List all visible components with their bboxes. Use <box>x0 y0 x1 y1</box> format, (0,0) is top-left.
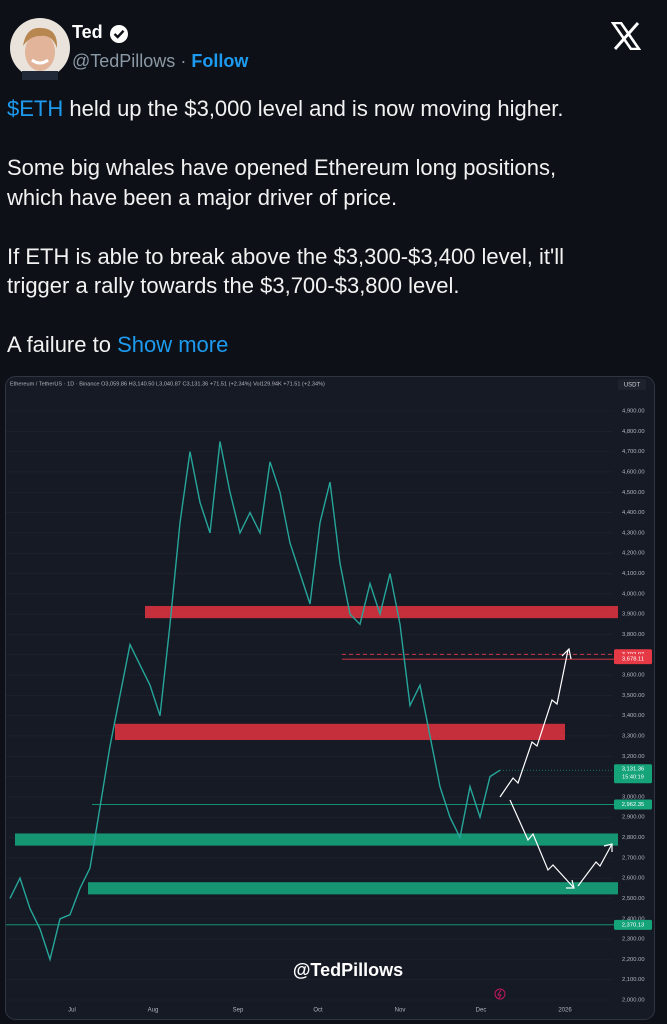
y-tick-label: 4,500.00 <box>622 490 645 496</box>
follow-button[interactable]: Follow <box>191 51 249 71</box>
y-tick-label: 4,000.00 <box>622 591 645 597</box>
price-tag <box>614 799 652 810</box>
text-line: trigger a rally towards the $3,700-$3,80… <box>7 271 564 301</box>
x-logo[interactable] <box>611 22 641 50</box>
current-price-tag <box>614 764 652 784</box>
link[interactable]: $ETH <box>7 96 64 121</box>
text-span: trigger a rally towards the $3,700-$3,80… <box>7 273 460 298</box>
unit-box <box>618 379 646 390</box>
x-tick-label: 2026 <box>558 1008 572 1014</box>
text-line: which have been a major driver of price. <box>7 183 564 213</box>
x-tick-label: Sep <box>233 1008 244 1014</box>
watermark: @TedPillows <box>293 960 403 980</box>
chart-frame <box>5 376 655 1020</box>
y-tick-label: 2,300.00 <box>622 937 645 943</box>
current-price-time: 15:40:19 <box>622 775 644 781</box>
y-tick-label: 4,900.00 <box>622 409 645 415</box>
text-span: which have been a major driver of price. <box>7 184 398 210</box>
zone <box>15 833 618 846</box>
tweet-text: $ETH held up the $3,000 level and is now… <box>7 94 564 360</box>
price-tag <box>614 654 652 665</box>
y-tick-label: 2,400.00 <box>622 916 645 922</box>
y-tick-label: 4,600.00 <box>622 469 645 475</box>
x-tick-label: Dec <box>476 1008 487 1014</box>
y-tick-label: 3,400.00 <box>622 713 645 719</box>
y-tick-label: 3,300.00 <box>622 733 645 739</box>
link[interactable]: Show more <box>110 332 229 357</box>
price-tag-label: 2,370.13 <box>622 922 645 928</box>
x-tick-label: Aug <box>148 1008 159 1014</box>
price-tag-label: 2,962.35 <box>622 802 645 808</box>
x-tick-label: Jul <box>68 1008 76 1014</box>
x-tick-label: Oct <box>313 1008 323 1014</box>
price-line <box>9 441 501 962</box>
y-tick-label: 3,500.00 <box>622 693 645 699</box>
y-tick-label: 4,200.00 <box>622 551 645 557</box>
zone <box>115 723 565 741</box>
y-tick-label: 4,100.00 <box>622 571 645 577</box>
text-span: If ETH is able to break above the $3,300… <box>7 243 564 269</box>
y-tick-label: 2,800.00 <box>622 835 645 841</box>
price-tag <box>614 919 652 930</box>
text-line: Some big whales have opened Ethereum lon… <box>7 153 564 183</box>
y-tick-label: 2,900.00 <box>622 815 645 821</box>
text-line: $ETH held up the $3,000 level and is now… <box>7 94 564 124</box>
y-tick-label: 4,300.00 <box>622 530 645 536</box>
y-tick-label: 3,800.00 <box>622 632 645 638</box>
y-tick-label: 2,700.00 <box>622 855 645 861</box>
y-tick-label: 2,200.00 <box>622 957 645 963</box>
text-span: A failure to <box>7 332 111 357</box>
y-tick-label: 2,000.00 <box>622 998 645 1004</box>
y-tick-label: 3,600.00 <box>622 673 645 679</box>
y-tick-label: 4,400.00 <box>622 510 645 516</box>
y-tick-label: 2,500.00 <box>622 896 645 902</box>
y-tick-label: 4,800.00 <box>622 429 645 435</box>
author-handle-row: @TedPillows · Follow <box>72 51 248 72</box>
x-tick-label: Nov <box>395 1008 406 1014</box>
text-span: held up the $3,000 level and is now movi… <box>63 96 564 121</box>
text-line: If ETH is able to break above the $3,300… <box>7 242 564 272</box>
text-line: A failure to Show more <box>7 330 564 360</box>
author-handle[interactable]: @TedPillows <box>72 51 176 71</box>
projection-arrows <box>499 647 613 889</box>
y-tick-label: 3,200.00 <box>622 754 645 760</box>
separator: · <box>180 51 187 71</box>
y-tick-label: 2,600.00 <box>622 876 645 882</box>
chart-header: Ethereum / TetherUS · 1D · Binance O3,05… <box>10 381 325 387</box>
y-tick-label: 3,000.00 <box>622 794 645 800</box>
zone <box>145 605 618 619</box>
lightning-icon <box>494 988 506 1000</box>
price-tag-label: 3,678.11 <box>622 657 644 663</box>
plot-area <box>6 410 618 1001</box>
verified-badge <box>110 25 128 43</box>
y-tick-label: 3,900.00 <box>622 612 645 618</box>
avatar[interactable] <box>8 16 72 80</box>
current-price-label: 3,131.36 <box>622 767 645 773</box>
text-span: Some big whales have opened Ethereum lon… <box>7 155 557 180</box>
zone <box>88 882 618 895</box>
y-tick-label: 4,700.00 <box>622 449 645 455</box>
unit-label: USDT <box>624 383 641 389</box>
author-name[interactable]: Ted <box>72 22 103 42</box>
y-tick-label: 2,100.00 <box>622 977 645 983</box>
